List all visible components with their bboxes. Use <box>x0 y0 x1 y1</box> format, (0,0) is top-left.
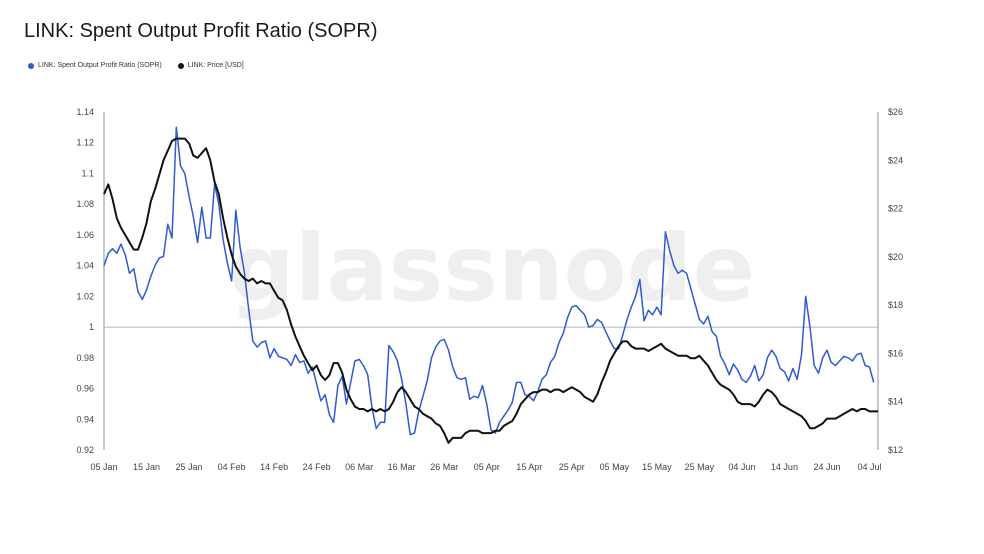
x-tick-label: 04 Jul <box>857 462 881 472</box>
y-right-tick-label: $26 <box>888 107 903 117</box>
legend-item-sopr[interactable]: LINK: Spent Output Profit Ratio (SOPR) <box>28 62 162 69</box>
x-tick-label: 25 May <box>685 462 715 472</box>
y-right-tick-label: $12 <box>888 445 903 455</box>
y-right-tick-label: $14 <box>888 397 903 407</box>
x-tick-label: 05 May <box>600 462 630 472</box>
sopr-series-line <box>103 126 875 436</box>
x-tick-label: 06 Mar <box>345 462 373 472</box>
legend-dot-sopr <box>28 62 34 69</box>
y-left-tick-label: 0.94 <box>76 414 94 424</box>
x-tick-label: 14 Feb <box>260 462 288 472</box>
x-tick-label: 25 Jan <box>176 462 203 472</box>
y-left-tick-label: 1 <box>89 322 94 332</box>
legend: LINK: Spent Output Profit Ratio (SOPR) L… <box>28 62 244 69</box>
x-tick-label: 14 Jun <box>771 462 798 472</box>
legend-dot-price <box>177 62 184 69</box>
y-left-tick-label: 0.92 <box>76 445 94 455</box>
y-left-tick-label: 0.98 <box>76 353 94 363</box>
price-series-line <box>103 137 878 444</box>
y-right-tick-label: $24 <box>888 155 903 165</box>
chart-title: LINK: Spent Output Profit Ratio (SOPR) <box>24 20 378 42</box>
y-right-tick-label: $16 <box>888 348 903 358</box>
y-right-tick-label: $20 <box>888 252 903 262</box>
legend-label-price: LINK: Price [USD] <box>187 62 244 69</box>
y-left-tick-label: 1.14 <box>76 107 94 117</box>
x-tick-label: 15 Jan <box>133 462 160 472</box>
watermark: glassnode <box>229 215 755 322</box>
legend-label-sopr: LINK: Spent Output Profit Ratio (SOPR) <box>38 62 162 69</box>
x-tick-label: 25 Apr <box>559 462 585 472</box>
y-left-tick-label: 1.02 <box>76 291 94 301</box>
legend-item-price[interactable]: LINK: Price [USD] <box>177 62 244 69</box>
y-left-tick-label: 1.1 <box>81 168 94 178</box>
x-tick-label: 05 Jan <box>90 462 117 472</box>
y-left-tick-label: 1.08 <box>76 199 94 209</box>
x-tick-label: 24 Jun <box>813 462 840 472</box>
x-tick-label: 05 Apr <box>474 462 500 472</box>
x-tick-label: 04 Jun <box>728 462 755 472</box>
y-left-tick-label: 1.04 <box>76 261 94 271</box>
y-right-tick-label: $18 <box>888 300 903 310</box>
x-tick-label: 15 Apr <box>516 462 542 472</box>
x-tick-label: 26 Mar <box>430 462 458 472</box>
x-tick-label: 16 Mar <box>388 462 416 472</box>
x-tick-label: 15 May <box>642 462 672 472</box>
y-right-tick-label: $22 <box>888 204 903 214</box>
y-left-tick-label: 1.06 <box>76 230 94 240</box>
y-left-tick-label: 1.12 <box>76 138 94 148</box>
y-left-tick-label: 0.96 <box>76 384 94 394</box>
x-tick-label: 04 Feb <box>218 462 246 472</box>
x-tick-label: 24 Feb <box>303 462 331 472</box>
